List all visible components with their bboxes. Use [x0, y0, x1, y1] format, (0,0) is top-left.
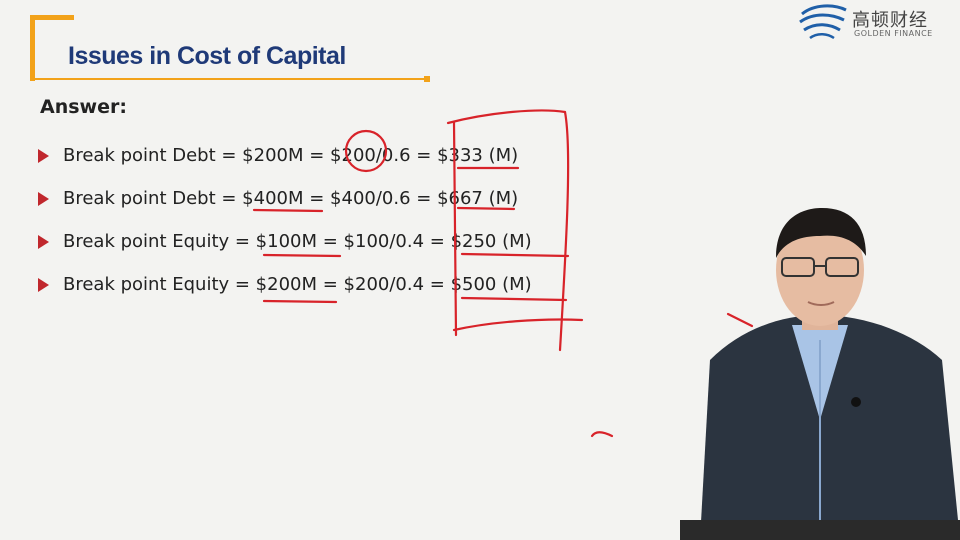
list-item: Break point Debt = $200M = $200/0.6 = $3…: [38, 134, 532, 177]
box-annotation: [558, 110, 570, 352]
arrow-bullet-icon: [38, 277, 49, 292]
list-item: Break point Equity = $200M = $200/0.4 = …: [38, 263, 532, 306]
bullet-list: Break point Debt = $200M = $200/0.6 = $3…: [38, 134, 532, 306]
presenter-video: [680, 208, 960, 540]
stray-mark-annotation: [590, 431, 614, 438]
slide-title: Issues in Cost of Capital: [68, 42, 346, 70]
logo-english-name: GOLDEN FINANCE: [854, 29, 933, 38]
logo-chinese-name: 高顿财经: [852, 10, 928, 31]
arrow-bullet-icon: [38, 234, 49, 249]
bullet-text: Break point Debt = $200M = $200/0.6 = $3…: [63, 145, 519, 166]
bullet-text: Break point Debt = $400M = $400/0.6 = $6…: [63, 188, 519, 209]
box-annotation: [452, 318, 584, 332]
title-underline-decoration: [30, 76, 430, 82]
list-item: Break point Debt = $400M = $400/0.6 = $6…: [38, 177, 532, 220]
title-bracket-decoration: [30, 15, 74, 81]
arrow-bullet-icon: [38, 148, 49, 163]
box-annotation: [446, 109, 567, 125]
bullet-text: Break point Equity = $200M = $200/0.4 = …: [63, 274, 532, 295]
golden-finance-logo: 高顿财经 GOLDEN FINANCE: [796, 2, 956, 42]
golden-finance-logo-icon: [799, 4, 847, 40]
list-item: Break point Equity = $100M = $100/0.4 = …: [38, 220, 532, 263]
arrow-bullet-icon: [38, 191, 49, 206]
answer-label: Answer:: [40, 96, 127, 118]
bullet-text: Break point Equity = $100M = $100/0.4 = …: [63, 231, 532, 252]
